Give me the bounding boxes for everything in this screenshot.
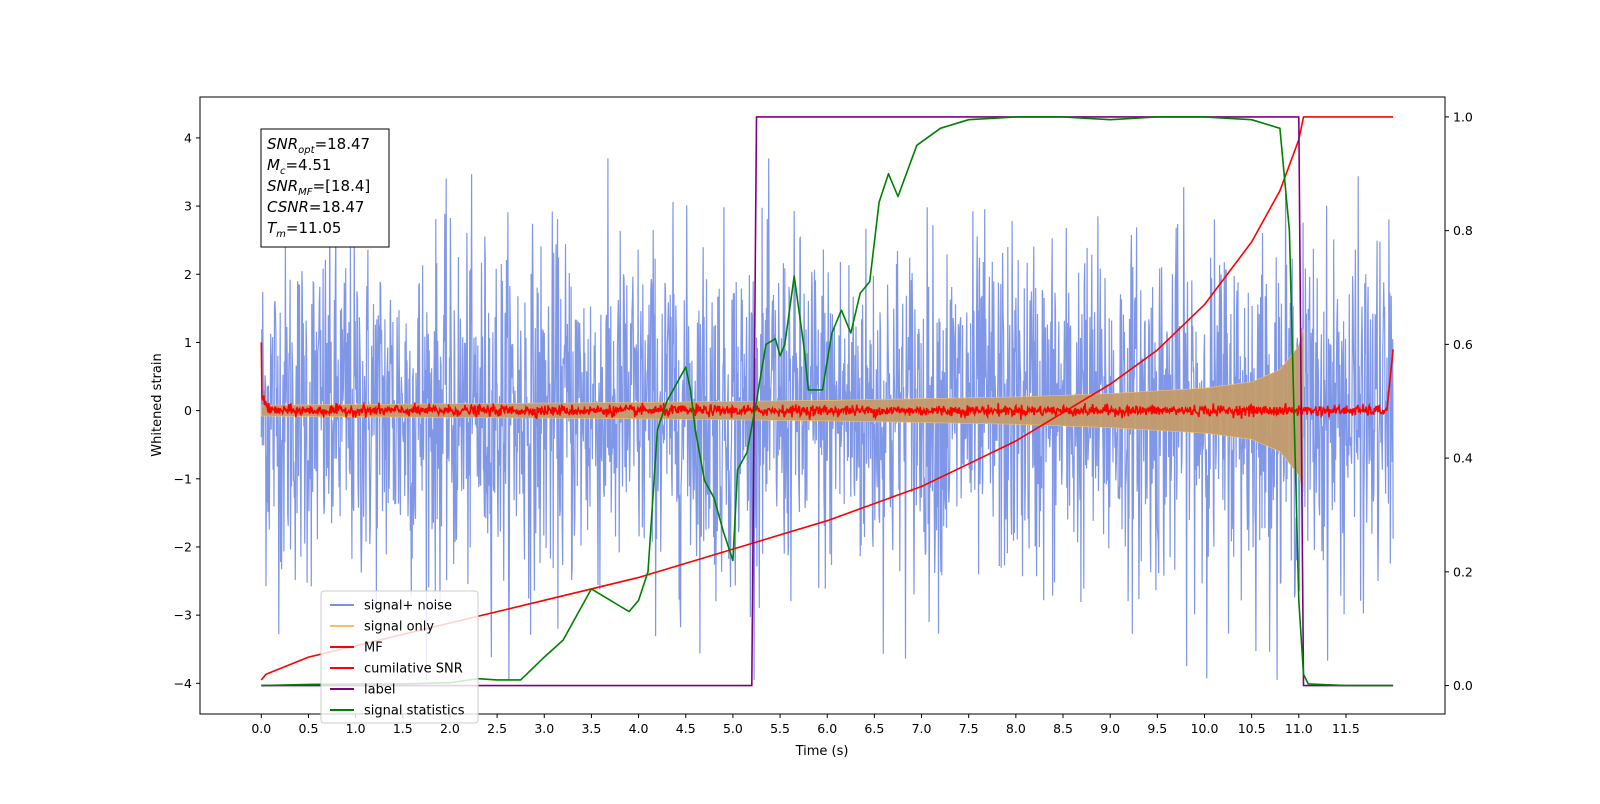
y-axis-label: Whitened strain [150, 353, 165, 456]
x-tick-label: 4.5 [676, 721, 696, 736]
y-left-tick-label: −4 [174, 676, 192, 691]
annotation-tm: Tm=11.05 [267, 219, 341, 240]
x-tick-label: 8.5 [1053, 721, 1073, 736]
x-tick-label: 2.5 [487, 721, 507, 736]
x-tick-label: 7.5 [959, 721, 979, 736]
x-axis: 0.0 0.5 1.0 1.5 2.0 2.5 3.0 3.5 4.0 4.5 5.0 5.5 6.0 6… [251, 714, 1360, 736]
y-left-tick-label: 4 [184, 130, 192, 145]
series-signal-statistics [261, 116, 1394, 687]
series-mf [260, 342, 1394, 421]
y-right-tick-label: 0.4 [1453, 451, 1473, 466]
legend-label-mf: MF [364, 641, 383, 656]
legend-label-signal-noise: signal+ noise [364, 599, 452, 614]
y-left-tick-label: −1 [174, 471, 192, 486]
legend-label-signal-statistics: signal statistics [364, 704, 465, 719]
legend: signal+ noise signal only MF cumilative … [320, 590, 479, 724]
y-left-tick-label: 2 [184, 267, 192, 282]
series-layer [260, 116, 1394, 687]
annotation-snr-mf: SNRMF=[18.4] [267, 177, 370, 198]
x-tick-label: 10.5 [1238, 721, 1266, 736]
x-tick-label: 7.0 [912, 721, 932, 736]
x-tick-label: 3.5 [581, 721, 601, 736]
y-left-tick-label: −2 [174, 539, 192, 554]
x-tick-label: 6.5 [864, 721, 884, 736]
y-right-tick-label: 0.8 [1453, 223, 1473, 238]
y-left-tick-label: 1 [184, 335, 192, 350]
x-tick-label: 11.0 [1285, 721, 1313, 736]
x-axis-label: Time (s) [795, 744, 849, 759]
x-tick-label: 3.0 [534, 721, 554, 736]
x-tick-label: 4.0 [629, 721, 649, 736]
annotation-snr-opt: SNRopt=18.47 [267, 135, 370, 156]
x-tick-label: 0.0 [251, 721, 271, 736]
x-tick-label: 9.5 [1147, 721, 1167, 736]
annotation-csnr: CSNR=18.47 [267, 198, 364, 216]
x-tick-label: 6.0 [817, 721, 837, 736]
legend-label-cumulative-snr: cumilative SNR [364, 662, 463, 677]
y-right-tick-label: 1.0 [1453, 109, 1473, 124]
x-tick-label: 9.0 [1100, 721, 1120, 736]
x-tick-label: 10.0 [1191, 721, 1219, 736]
plot-frame [199, 96, 1446, 715]
x-tick-label: 2.0 [440, 721, 460, 736]
y-left-tick-label: −3 [174, 608, 192, 623]
annotation-mc: Mc=4.51 [267, 156, 331, 177]
x-tick-label: 5.0 [723, 721, 743, 736]
y-right-tick-label: 0.2 [1453, 564, 1473, 579]
y-axis-left: 4 3 2 1 0 −1 −2 −3 −4 [174, 130, 200, 691]
x-tick-label: 1.0 [346, 721, 366, 736]
y-right-tick-label: 0.0 [1453, 678, 1473, 693]
legend-label-signal-only: signal only [364, 620, 434, 635]
x-tick-label: 11.5 [1332, 721, 1360, 736]
legend-label-label: label [364, 683, 395, 698]
x-tick-label: 0.5 [299, 721, 319, 736]
x-tick-label: 5.5 [770, 721, 790, 736]
y-left-tick-label: 0 [184, 403, 192, 418]
x-tick-label: 8.0 [1006, 721, 1026, 736]
annotation-box: SNRopt=18.47 Mc=4.51 SNRMF=[18.4] CSNR=1… [260, 128, 390, 248]
y-right-tick-label: 0.6 [1453, 337, 1473, 352]
y-left-tick-label: 3 [184, 199, 192, 214]
y-axis-right: 1.0 0.8 0.6 0.4 0.2 0.0 [1445, 109, 1473, 693]
x-tick-label: 1.5 [393, 721, 413, 736]
